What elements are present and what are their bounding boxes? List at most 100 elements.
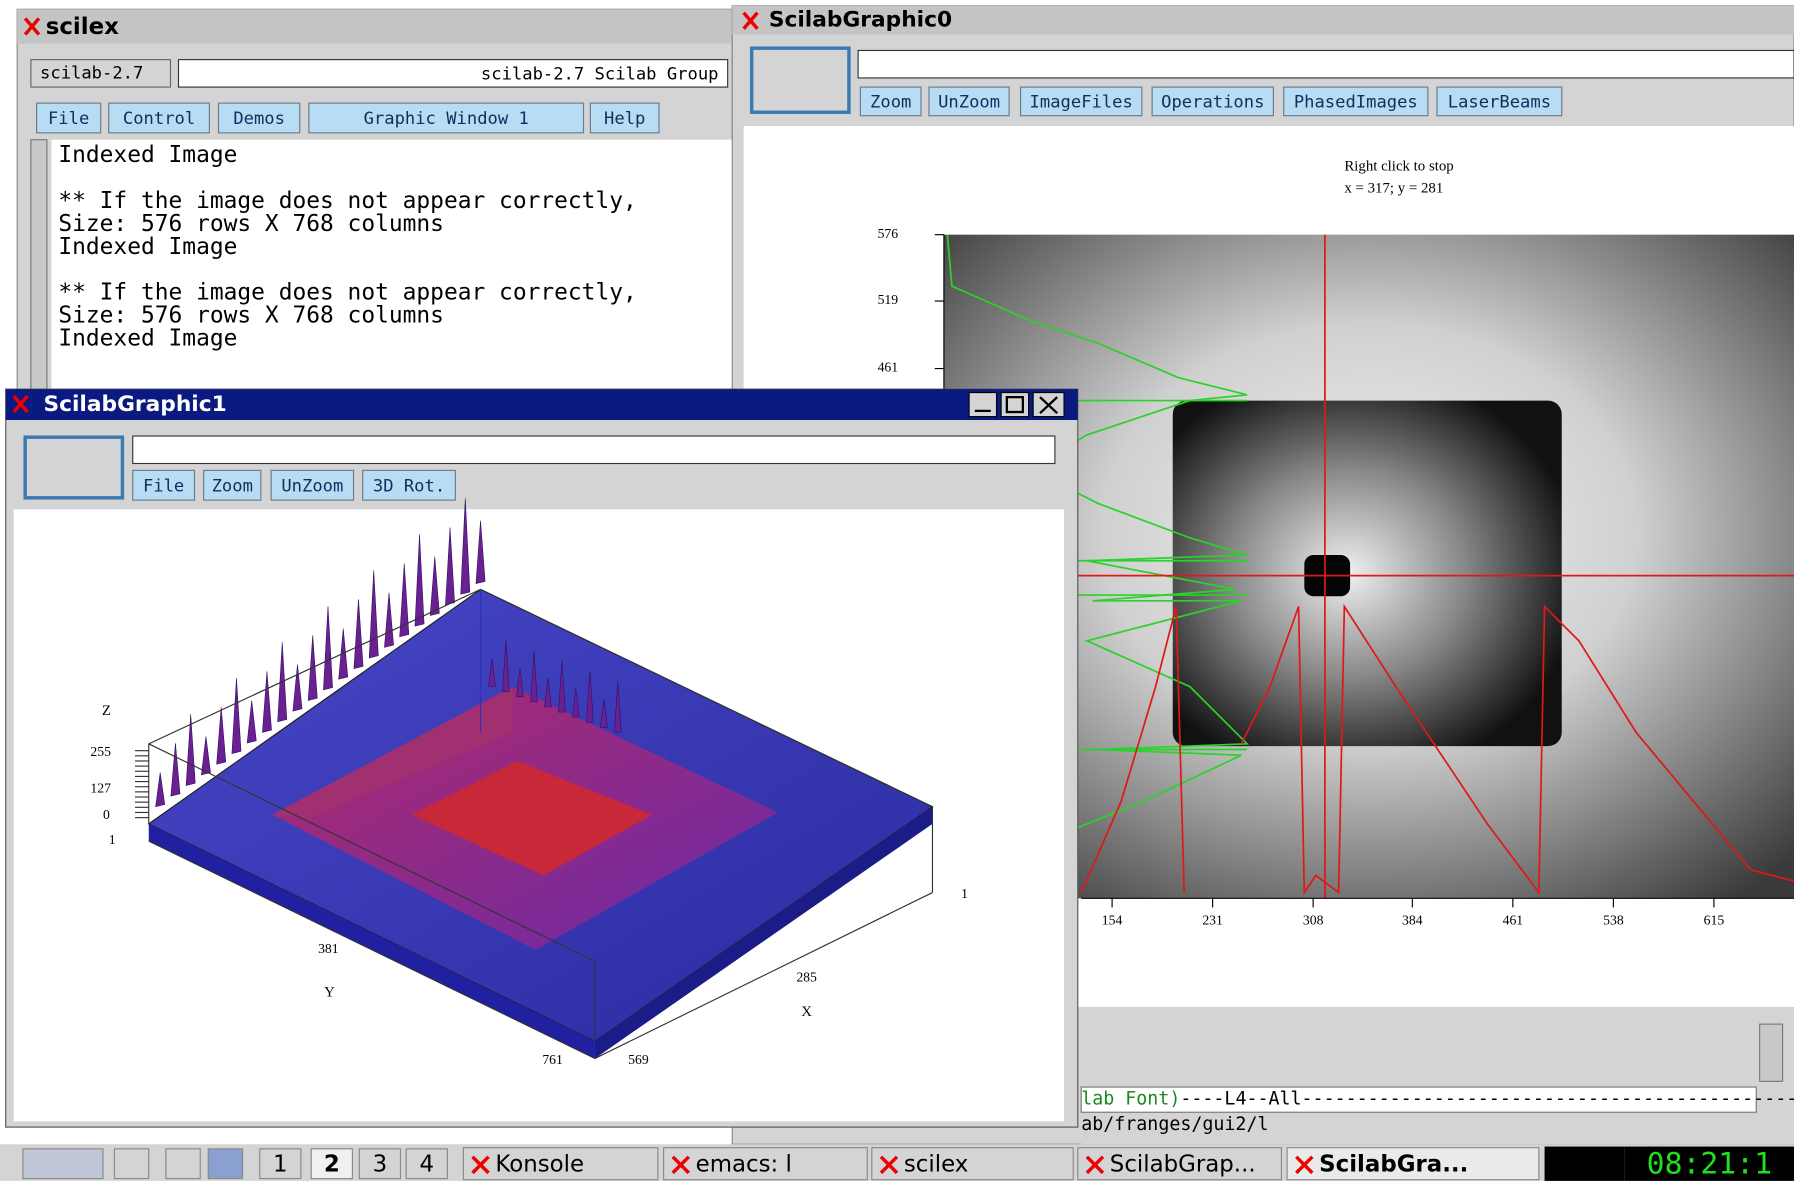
menu-button[interactable] [1283,86,1429,117]
mode-line-text: lab Font)----L4--All--------------------… [1081,1089,1794,1110]
task-button[interactable] [871,1147,1074,1181]
tray [1544,1146,1625,1181]
crosshair [943,234,1794,899]
console [51,139,733,399]
workspace-button[interactable] [310,1148,353,1180]
menu-button[interactable] [1151,86,1274,117]
menu-button[interactable] [1019,86,1143,117]
task-icon [471,1155,490,1175]
menu-button[interactable] [1436,86,1563,117]
clock-bg [1624,1146,1794,1181]
tick-label: 381 [318,941,339,956]
menu-button[interactable] [270,469,355,501]
menu-button-label: UnZoom [938,93,1000,113]
menu-button[interactable] [132,469,196,501]
menu-button-label: Help [604,109,645,129]
graphic1-window: ScilabGraphic1 ZYX255127013817612855691 … [5,388,1079,1128]
tick-label: 285 [796,970,817,985]
version: scilab-2.7 [40,63,143,83]
input-box[interactable] [132,435,1056,465]
workspace-label: 2 [324,1151,340,1177]
scrollbar[interactable] [30,139,48,399]
emacs-area [1081,1006,1794,1145]
x-icon [12,394,29,414]
mode-status: ----L4--All-----------------------------… [1180,1089,1794,1110]
red-profile [1080,603,1794,896]
y-tick-label: 461 [878,360,899,375]
green-lines [947,399,1248,751]
menu-button[interactable] [859,86,922,117]
title-bar [17,9,733,44]
menu-button[interactable] [928,86,1010,117]
image-ticks: Right click to stop x = 317; y = 281 576 51… [878,159,1725,928]
menu-button[interactable] [217,102,301,134]
console-line: Indexed Image [58,142,237,168]
tick-label: 569 [628,1052,649,1067]
menu-button[interactable] [203,469,262,501]
title-bar [732,5,1794,35]
task-button[interactable] [1286,1147,1540,1181]
surface-side [594,806,933,1059]
tick-label: 1 [109,832,116,847]
input-box[interactable] [857,49,1794,79]
info-text: Right click to stop [1344,159,1453,175]
task-button[interactable] [462,1147,659,1181]
y-tick-label: 576 [878,226,899,241]
version-box [30,59,172,88]
task-label: ScilabGrap... [1110,1151,1256,1177]
console-line: Size: 576 rows X 768 columns [58,302,444,328]
launcher[interactable] [113,1148,150,1180]
launcher[interactable] [207,1148,244,1180]
menu-button-label: ImageFiles [1030,93,1133,113]
surface-plot [147,498,934,1060]
console-line: Indexed Image [58,325,237,351]
console-line: Indexed Image [58,234,237,260]
scilex-window: scilex scilab-2.7 scilab-2.7 Scilab Grou… [16,8,733,399]
axis-name: Z [102,703,111,719]
start-button[interactable] [22,1148,104,1180]
console-text: Indexed Image ** If the image does not ap… [58,142,636,351]
menu-button-label: Control [123,109,195,129]
workspace-button[interactable] [358,1148,402,1180]
axis-name: X [801,1004,812,1020]
surface-wall [272,686,513,819]
minimize-button[interactable] [968,391,998,418]
console-line: ** If the image does not appear correctl… [58,188,636,214]
task-label: emacs: l [696,1151,792,1177]
x-tick-label: 154 [1102,912,1123,927]
x-tick-label: 461 [1503,912,1524,927]
image-plot [943,234,1794,899]
workspace-button[interactable] [259,1148,302,1180]
launcher[interactable] [165,1148,201,1180]
emacs-scrollbar[interactable] [1759,1023,1784,1082]
surface-side [148,823,595,1059]
task-button[interactable] [1077,1147,1283,1181]
big-button[interactable] [23,435,125,500]
tick-label: 761 [542,1052,563,1067]
menu-button[interactable] [362,469,456,501]
console-line: ** If the image does not appear correctl… [58,280,636,306]
window-title: ScilabGraphic1 [43,392,226,417]
workspace-button[interactable] [405,1148,448,1180]
menu-button-label: PhasedImages [1294,93,1418,113]
clock: 08:21:1 [1647,1146,1772,1181]
menu-button[interactable] [308,102,585,134]
menu-button-label: Operations [1161,93,1264,113]
image-square [1172,400,1562,747]
surface-inner [411,760,653,876]
task-button[interactable] [663,1147,868,1181]
window-title: ScilabGraphic0 [769,8,952,33]
mode-font: lab Font) [1081,1089,1180,1110]
workspace-label: 4 [419,1151,434,1177]
menu-button-label: UnZoom [281,476,343,496]
title-bar [5,389,1078,421]
console-line: Size: 576 rows X 768 columns [58,211,444,237]
menu-button[interactable] [36,102,102,134]
menu-button[interactable] [108,102,210,134]
big-button[interactable] [749,46,851,114]
axis-name: Y [324,985,335,1001]
green-profile [946,234,1250,899]
x-tick-label: 231 [1202,912,1223,927]
menu-button[interactable] [589,102,660,134]
